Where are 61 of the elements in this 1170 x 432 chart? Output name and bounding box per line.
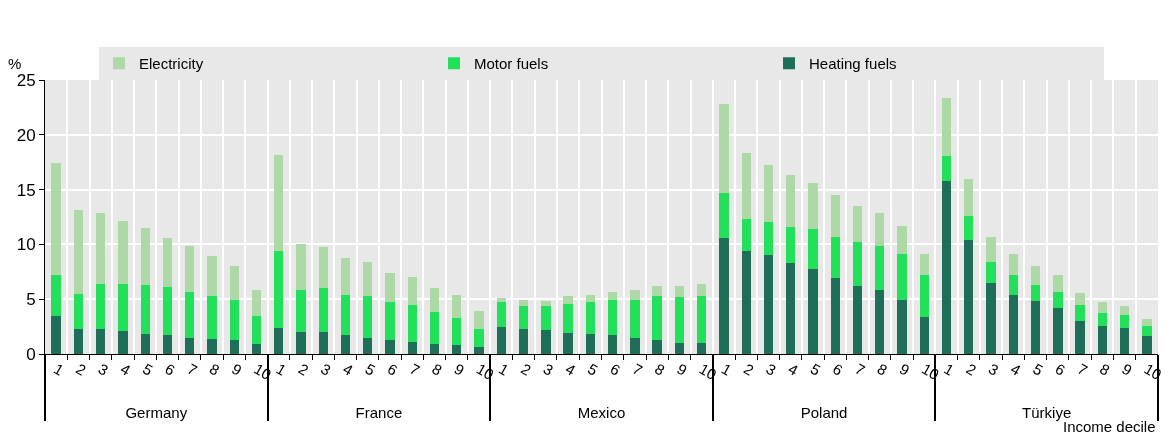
x-tick-label: 7 bbox=[629, 359, 646, 379]
x-tick-label: 3 bbox=[540, 359, 557, 379]
x-tick-label: 2 bbox=[295, 359, 312, 379]
x-tick-label: 7 bbox=[1074, 359, 1091, 379]
x-tick-label: 5 bbox=[1030, 359, 1047, 379]
x-tick-label: 1 bbox=[941, 359, 958, 379]
x-tick-label: 6 bbox=[384, 359, 401, 379]
y-tick-label: 25 bbox=[16, 70, 36, 90]
x-tick-label: 9 bbox=[896, 359, 913, 379]
x-tick-label: 6 bbox=[607, 359, 624, 379]
x-tick-label: 6 bbox=[829, 359, 846, 379]
x-tick-label: 5 bbox=[139, 359, 156, 379]
x-tick-label: 4 bbox=[562, 359, 579, 379]
text: Poland bbox=[800, 403, 848, 421]
x-tick-label: 8 bbox=[874, 359, 891, 379]
y-tick-label: 10 bbox=[16, 235, 36, 255]
x-tick-label: 8 bbox=[651, 359, 668, 379]
text: Germany bbox=[125, 403, 188, 421]
x-tick-label: 3 bbox=[985, 359, 1002, 379]
x-tick-label: 8 bbox=[429, 359, 446, 379]
x-tick-label: 9 bbox=[228, 359, 245, 379]
x-tick-label: 5 bbox=[362, 359, 379, 379]
x-tick-label: 1 bbox=[273, 359, 290, 379]
x-tick-label: 3 bbox=[763, 359, 779, 379]
x-tick-label: 2 bbox=[740, 359, 757, 379]
x-tick-label: 4 bbox=[785, 359, 802, 379]
x-tick-label: 1 bbox=[50, 359, 67, 379]
x-tick-label: 2 bbox=[518, 359, 535, 379]
x-tick-label: 4 bbox=[1008, 359, 1024, 379]
x-tick-label: 7 bbox=[184, 359, 201, 379]
x-tick-label: 9 bbox=[451, 359, 468, 379]
y-axis-title: % bbox=[8, 55, 22, 72]
y-tick-label: 15 bbox=[16, 180, 36, 200]
x-tick-label: 7 bbox=[852, 359, 868, 379]
x-tick-label: 7 bbox=[407, 359, 423, 379]
x-tick-label: 9 bbox=[1119, 359, 1136, 379]
x-tick-label: 5 bbox=[585, 359, 601, 379]
y-tick-label: 20 bbox=[16, 125, 36, 145]
legend-label: Heating fuels bbox=[809, 55, 897, 73]
x-axis-title: Income decile bbox=[1063, 418, 1156, 432]
x-tick-label: 2 bbox=[73, 359, 89, 379]
y-tick-label: 5 bbox=[26, 290, 36, 310]
text: Mexico bbox=[577, 403, 626, 421]
x-tick-label: 1 bbox=[718, 359, 735, 379]
x-tick-label: 1 bbox=[496, 359, 512, 379]
text: Türkiye bbox=[1022, 403, 1072, 421]
x-tick-label: 8 bbox=[206, 359, 223, 379]
x-tick-label: 9 bbox=[674, 359, 690, 379]
text: France bbox=[355, 403, 403, 421]
x-tick-label: 6 bbox=[162, 359, 178, 379]
x-tick-label: 5 bbox=[807, 359, 824, 379]
x-tick-label: 2 bbox=[963, 359, 980, 379]
x-tick-label: 3 bbox=[95, 359, 112, 379]
x-tick-label: 4 bbox=[117, 359, 134, 379]
x-tick-label: 4 bbox=[340, 359, 356, 379]
x-tick-label: 6 bbox=[1052, 359, 1069, 379]
x-tick-label: 3 bbox=[318, 359, 334, 379]
legend-label: Electricity bbox=[139, 55, 204, 73]
y-tick-label: 0 bbox=[26, 344, 36, 364]
legend-label: Motor fuels bbox=[474, 55, 549, 73]
x-tick-label: 8 bbox=[1097, 359, 1113, 379]
